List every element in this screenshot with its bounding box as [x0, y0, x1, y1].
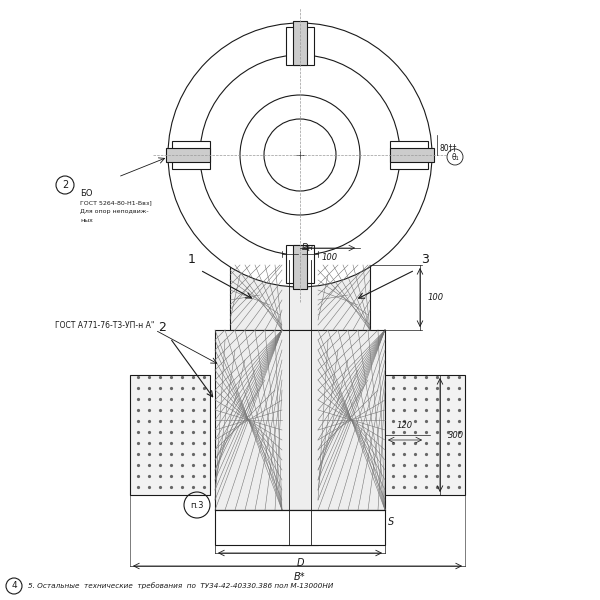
Text: D: D [296, 558, 304, 568]
Bar [286, 27, 314, 65]
Bar [130, 375, 210, 495]
Text: ГОСТ А771-76-Т3-УП-н А": ГОСТ А771-76-Т3-УП-н А" [55, 320, 154, 329]
Bar [215, 330, 385, 510]
Bar [215, 510, 385, 545]
Text: Для опор неподвиж-: Для опор неподвиж- [80, 209, 149, 214]
Text: 5. Остальные  технические  требования  по  ТУ34-42-40330.386 пол М-13000НИ: 5. Остальные технические требования по Т… [28, 583, 333, 589]
Bar [172, 141, 210, 169]
Text: 100: 100 [322, 253, 338, 262]
Bar [293, 245, 307, 289]
Text: θ₁: θ₁ [451, 152, 459, 161]
Text: ГОСТ 5264-80-Н1-Бвз]: ГОСТ 5264-80-Н1-Бвз] [80, 200, 152, 205]
Text: ных: ных [80, 217, 93, 223]
Text: п.3: п.3 [190, 500, 204, 509]
Bar [282, 260, 318, 545]
Bar [166, 148, 210, 162]
Text: 4: 4 [11, 581, 17, 590]
Bar [293, 21, 307, 65]
Text: B*: B* [294, 572, 306, 582]
Text: Dн: Dн [302, 243, 314, 252]
Bar [385, 375, 465, 495]
Text: S: S [388, 517, 394, 527]
Bar [286, 245, 314, 283]
Circle shape [264, 119, 336, 191]
Bar [390, 141, 428, 169]
Text: 80††: 80†† [440, 143, 457, 152]
Text: 1: 1 [188, 253, 196, 266]
Text: 2: 2 [62, 180, 68, 190]
Bar [230, 265, 370, 330]
Text: 100: 100 [428, 293, 444, 302]
Bar [390, 148, 434, 162]
Text: БО: БО [80, 188, 92, 197]
Text: 300: 300 [448, 431, 464, 439]
Text: 2: 2 [158, 321, 166, 334]
Text: 120: 120 [397, 421, 413, 430]
Text: 3: 3 [421, 253, 429, 266]
Circle shape [168, 23, 432, 287]
